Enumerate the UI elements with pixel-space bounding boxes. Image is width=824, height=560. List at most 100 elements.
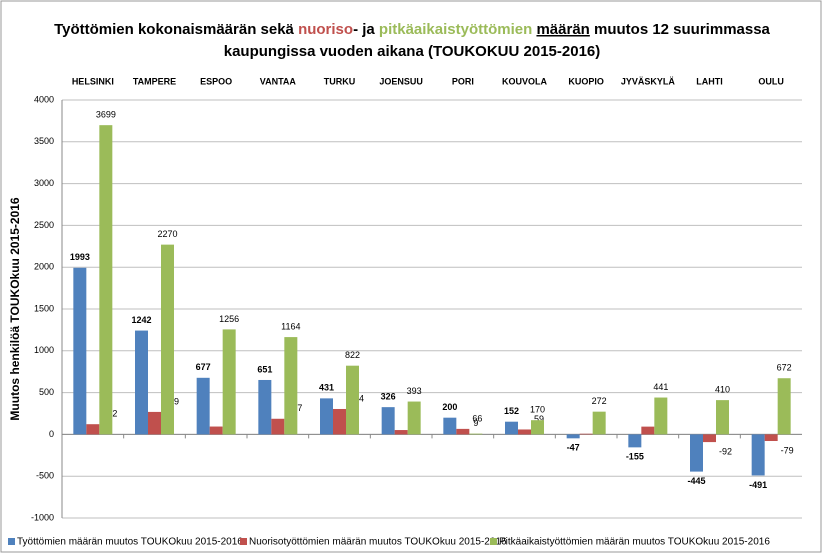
legend-label: Työttömien määrän muutos TOUKOkuu 2015-2…: [17, 537, 243, 548]
category-label: LAHTI: [696, 76, 723, 86]
y-tick-label: 1500: [34, 303, 54, 313]
data-label: -155: [626, 452, 644, 462]
category-label: KUOPIO: [568, 76, 604, 86]
data-label: 9: [473, 418, 478, 428]
data-label: 66: [472, 413, 482, 423]
bar: [222, 329, 236, 435]
bar: [703, 434, 716, 443]
legend-label: Nuorisotyöttömien määrän muutos TOUKOkuu…: [249, 537, 507, 548]
bar: [86, 424, 100, 435]
category-label: TURKU: [324, 76, 356, 86]
bar: [196, 377, 210, 435]
data-label: 441: [653, 382, 668, 392]
data-label: 272: [592, 396, 607, 406]
data-label: 651: [257, 364, 272, 374]
y-axis-label: Muutos henkilöä TOUKOkuu 2015-2016: [8, 197, 22, 420]
chart-title: Työttömien kokonaismäärän sekä nuoriso- …: [54, 21, 770, 38]
title-part: nuoriso: [298, 21, 353, 38]
chart-title: kaupungissa vuoden aikana (TOUKOKUU 2015…: [224, 43, 601, 60]
bar: [320, 398, 333, 435]
y-tick-label: 2000: [34, 262, 54, 272]
y-tick-label: 3500: [34, 136, 54, 146]
title-part: pitkäaikaistyöttömien: [379, 21, 537, 38]
data-label: 170: [530, 405, 545, 415]
bar: [592, 411, 606, 435]
y-tick-label: 4000: [34, 94, 54, 104]
bar: [751, 434, 765, 476]
legend-swatch: [240, 538, 247, 545]
title-part: määrän: [536, 21, 589, 38]
title-part: muutos 12 suurimmassa: [590, 21, 771, 38]
bar: [394, 430, 408, 435]
title-part: - ja: [353, 21, 379, 38]
title-part: Työttömien kokonaismäärän sekä: [54, 21, 298, 38]
bar: [716, 400, 729, 435]
bar: [641, 426, 655, 435]
bar: [628, 434, 642, 448]
data-label: 672: [777, 363, 792, 373]
bar: [407, 401, 421, 435]
data-label: 3699: [96, 110, 116, 120]
bar: [99, 125, 113, 435]
data-label: 677: [196, 362, 211, 372]
bar: [690, 434, 703, 472]
y-tick-label: 1000: [34, 345, 54, 355]
bar: [443, 417, 457, 435]
data-label: 410: [715, 384, 730, 394]
category-label: ESPOO: [200, 76, 232, 86]
data-label: 1256: [219, 314, 239, 324]
bar: [456, 428, 470, 435]
category-label: JYVÄSKYLÄ: [621, 76, 676, 86]
bar: [518, 429, 531, 435]
data-label: 1242: [131, 315, 151, 325]
y-tick-label: -500: [36, 471, 54, 481]
category-label: VANTAA: [260, 76, 297, 86]
data-label: -47: [567, 443, 580, 453]
data-label: 59: [534, 414, 544, 424]
bar: [258, 379, 272, 435]
y-tick-label: 0: [49, 429, 54, 439]
bar: [381, 407, 395, 435]
data-label: -491: [749, 480, 767, 490]
data-label: -79: [781, 445, 794, 455]
data-label: 2270: [157, 229, 177, 239]
data-label: 822: [345, 350, 360, 360]
data-label: -92: [719, 446, 732, 456]
y-tick-label: 500: [39, 387, 54, 397]
bar: [271, 418, 285, 435]
data-label: 431: [319, 383, 334, 393]
data-label: 326: [381, 392, 396, 402]
category-label: PORI: [452, 76, 474, 86]
legend-label: Pitkäaikaistyöttömien määrän muutos TOUK…: [499, 537, 770, 548]
bar: [135, 330, 148, 435]
bar: [209, 426, 223, 435]
y-tick-label: 3000: [34, 178, 54, 188]
bar: [579, 433, 593, 435]
data-label: 1993: [70, 252, 90, 262]
bar: [73, 267, 87, 435]
bar: [566, 434, 580, 439]
data-label: 152: [504, 406, 519, 416]
bar: [161, 244, 174, 435]
bar: [531, 420, 544, 435]
bar: [469, 433, 483, 435]
y-tick-label: 2500: [34, 220, 54, 230]
title-part: kaupungissa vuoden aikana (TOUKOKUU 2015…: [224, 43, 601, 60]
category-label: KOUVOLA: [502, 76, 548, 86]
legend-swatch: [490, 538, 497, 545]
bar: [777, 378, 791, 435]
category-label: OULU: [758, 76, 784, 86]
category-label: TAMPERE: [133, 76, 176, 86]
data-label: -445: [687, 476, 705, 486]
legend-swatch: [8, 538, 15, 545]
y-tick-label: -1000: [31, 512, 54, 522]
bar: [654, 397, 668, 435]
category-label: HELSINKI: [72, 76, 114, 86]
bar: [333, 408, 346, 435]
bar: [346, 365, 359, 435]
bar: [505, 421, 518, 435]
bar: [284, 337, 298, 435]
bar: [764, 434, 778, 442]
